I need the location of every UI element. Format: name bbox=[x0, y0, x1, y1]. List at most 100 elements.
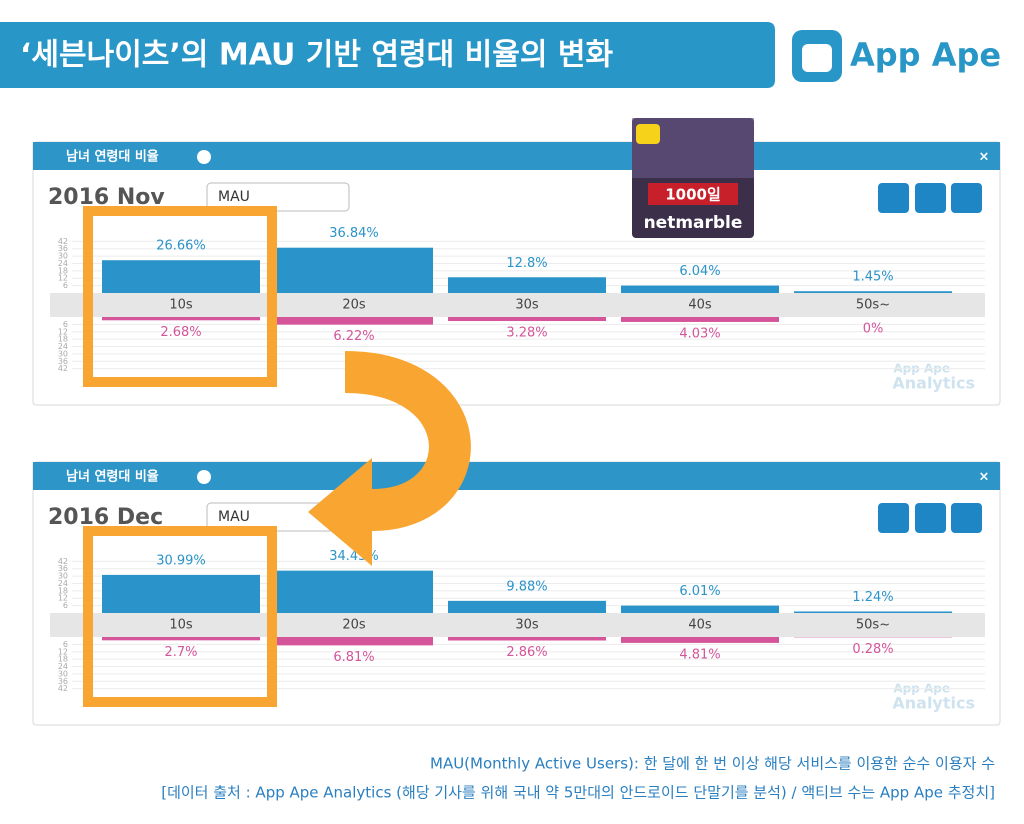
bar bbox=[621, 605, 779, 613]
icon-ribbon bbox=[648, 183, 738, 205]
header-title: ‘세븐나이츠’의 MAU 기반 연령대 비율의 변화 bbox=[20, 38, 614, 73]
close-icon: × bbox=[979, 150, 990, 165]
value-label: 6.04% bbox=[679, 264, 720, 279]
chart-title: 2016 Dec bbox=[48, 505, 163, 530]
chart-title: 2016 Nov bbox=[48, 185, 165, 210]
y-tick-label: 18 bbox=[58, 655, 68, 664]
y-tick-label: 30 bbox=[58, 349, 68, 358]
arrow-body bbox=[344, 351, 471, 531]
selector-label: MAU bbox=[218, 189, 250, 205]
nav-button[interactable] bbox=[878, 503, 909, 533]
value-label: 4.81% bbox=[679, 647, 720, 662]
value-label: 3.28% bbox=[506, 326, 547, 341]
x-tick-label: 30s bbox=[515, 298, 539, 313]
y-tick-label: 36 bbox=[58, 244, 68, 253]
value-label: 9.88% bbox=[506, 579, 547, 594]
category-band bbox=[50, 293, 985, 317]
y-tick-label: 24 bbox=[58, 259, 68, 268]
header-bar bbox=[0, 22, 775, 88]
nav-button[interactable] bbox=[951, 503, 982, 533]
y-tick-label: 42 bbox=[58, 557, 68, 566]
value-label: 1.24% bbox=[852, 590, 893, 605]
value-label: 1.45% bbox=[852, 270, 893, 285]
y-tick-label: 18 bbox=[58, 335, 68, 344]
bar bbox=[102, 260, 260, 293]
x-tick-label: 30s bbox=[515, 618, 539, 633]
y-tick-label: 24 bbox=[58, 662, 68, 671]
y-tick-label: 30 bbox=[58, 252, 68, 261]
bar bbox=[621, 637, 779, 643]
y-tick-label: 6 bbox=[63, 281, 68, 290]
panel-title: 남녀 연령대 비율 bbox=[66, 149, 159, 165]
bar bbox=[275, 637, 433, 646]
y-tick-label: 24 bbox=[58, 342, 68, 351]
help-icon bbox=[197, 470, 211, 484]
value-label: 6.22% bbox=[333, 329, 374, 344]
highlight-box bbox=[83, 206, 277, 387]
y-tick-label: 18 bbox=[58, 586, 68, 595]
bar bbox=[275, 317, 433, 325]
x-tick-label: 20s bbox=[342, 618, 366, 633]
watermark: Analytics bbox=[892, 694, 975, 713]
value-label: 2.7% bbox=[164, 645, 197, 660]
x-tick-label: 10s bbox=[169, 618, 193, 633]
bar bbox=[102, 574, 260, 613]
y-tick-label: 24 bbox=[58, 579, 68, 588]
x-tick-label: 40s bbox=[688, 618, 712, 633]
y-tick-label: 36 bbox=[58, 357, 68, 366]
x-tick-label: 40s bbox=[688, 298, 712, 313]
bar bbox=[621, 285, 779, 293]
y-tick-label: 12 bbox=[58, 647, 68, 656]
value-label: 26.66% bbox=[156, 239, 206, 254]
y-tick-label: 30 bbox=[58, 669, 68, 678]
y-tick-label: 36 bbox=[58, 564, 68, 573]
value-label: 2.86% bbox=[506, 645, 547, 660]
x-tick-label: 10s bbox=[169, 298, 193, 313]
icon-chat bbox=[636, 124, 660, 144]
value-label: 2.68% bbox=[160, 325, 201, 340]
nav-button[interactable] bbox=[915, 183, 946, 213]
footer-note: MAU(Monthly Active Users): 한 달에 한 번 이상 해… bbox=[430, 755, 995, 773]
bar bbox=[794, 611, 952, 613]
value-label: 4.03% bbox=[679, 326, 720, 341]
arrow-head bbox=[308, 458, 372, 566]
icon-brand: netmarble bbox=[644, 213, 743, 233]
bar bbox=[102, 637, 260, 641]
y-tick-label: 30 bbox=[58, 572, 68, 581]
selector[interactable] bbox=[206, 182, 350, 212]
selector-label: MAU bbox=[218, 509, 250, 525]
nav-button[interactable] bbox=[951, 183, 982, 213]
bar bbox=[275, 247, 433, 293]
y-tick-label: 42 bbox=[58, 237, 68, 246]
icon-badge: 1000일 bbox=[665, 186, 721, 204]
close-icon: × bbox=[979, 470, 990, 485]
x-tick-label: 20s bbox=[342, 298, 366, 313]
highlight bbox=[83, 206, 471, 707]
value-label: 12.8% bbox=[506, 256, 547, 271]
bar bbox=[275, 570, 433, 613]
y-tick-label: 12 bbox=[58, 594, 68, 603]
app-icon: 1000일 netmarble bbox=[632, 118, 754, 238]
bar bbox=[448, 600, 606, 613]
panel-header bbox=[33, 142, 1000, 170]
y-tick-label: 36 bbox=[58, 677, 68, 686]
value-label: 6.81% bbox=[333, 650, 374, 665]
bar bbox=[102, 317, 260, 321]
y-tick-label: 6 bbox=[63, 320, 68, 329]
x-tick-label: 50s~ bbox=[856, 618, 890, 633]
y-tick-label: 42 bbox=[58, 364, 68, 373]
nav-button[interactable] bbox=[915, 503, 946, 533]
watermark: Analytics bbox=[892, 374, 975, 393]
x-tick-label: 50s~ bbox=[856, 298, 890, 313]
y-tick-label: 12 bbox=[58, 274, 68, 283]
panel-header bbox=[33, 462, 1000, 490]
y-tick-label: 6 bbox=[63, 640, 68, 649]
y-tick-label: 18 bbox=[58, 266, 68, 275]
category-band bbox=[50, 613, 985, 637]
nav-button[interactable] bbox=[878, 183, 909, 213]
value-label: 36.84% bbox=[329, 226, 379, 241]
y-tick-label: 12 bbox=[58, 327, 68, 336]
y-tick-label: 6 bbox=[63, 601, 68, 610]
footer-source: [데이터 출처 : App Ape Analytics (해당 기사를 위해 국… bbox=[161, 784, 995, 802]
